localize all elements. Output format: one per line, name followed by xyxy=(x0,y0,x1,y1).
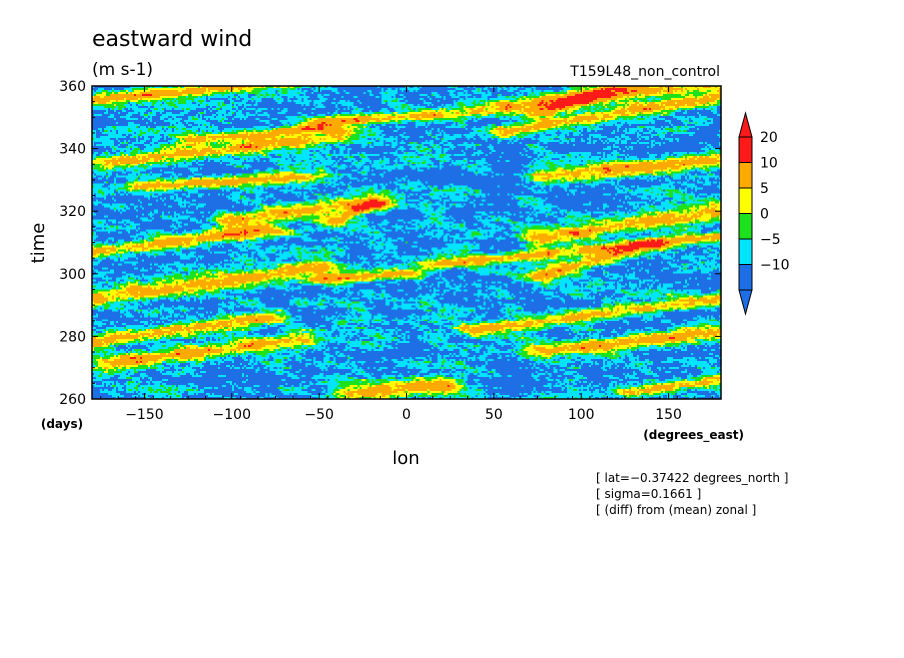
colorbar-label: −5 xyxy=(760,232,781,248)
colorbar-label: −10 xyxy=(760,258,790,274)
x-tick-label: 100 xyxy=(568,407,595,423)
y-tick-label: 280 xyxy=(59,329,86,345)
colorbar-label: 5 xyxy=(760,181,769,197)
y-tick-label: 360 xyxy=(59,79,86,95)
colorbar-bottom-arrow xyxy=(738,289,753,316)
y-tick-label: 300 xyxy=(59,267,86,283)
chart-title: eastward wind xyxy=(92,27,252,52)
y-tick-label: 320 xyxy=(59,204,86,220)
colorbar-label: 10 xyxy=(760,156,778,172)
x-tick-label: −150 xyxy=(125,407,163,423)
x-axis-unit: (degrees_east) xyxy=(643,428,744,443)
x-tick-label: 150 xyxy=(655,407,682,423)
x-tick-label: −100 xyxy=(213,407,251,423)
heatmap-field xyxy=(92,86,721,399)
x-axis-label: lon xyxy=(392,448,419,469)
colorbar-segment xyxy=(738,136,753,163)
note-diff: [ (diff) from (mean) zonal ] xyxy=(596,503,756,517)
plot-area xyxy=(91,85,722,400)
colorbar: 20 10 5 0 −5 −10 xyxy=(738,111,790,316)
colorbar-segment xyxy=(738,238,753,265)
y-axis-ticks: 260 280 300 320 340 360 xyxy=(59,79,721,408)
experiment-label: T159L48_non_control xyxy=(569,64,720,80)
y-axis-label: time xyxy=(28,223,49,264)
colorbar-label: 0 xyxy=(760,207,769,223)
y-axis-unit: (days) xyxy=(41,417,83,431)
y-tick-label: 340 xyxy=(59,142,86,158)
colorbar-segment xyxy=(738,213,753,240)
x-tick-label: 50 xyxy=(485,407,503,423)
colorbar-segment xyxy=(738,162,753,189)
x-tick-label: −50 xyxy=(304,407,334,423)
note-latitude: [ lat=−0.37422 degrees_north ] xyxy=(596,471,788,485)
colorbar-top-arrow xyxy=(738,111,753,138)
colorbar-segment xyxy=(738,264,753,291)
chart-units: (m s-1) xyxy=(92,60,153,80)
y-tick-label: 260 xyxy=(59,392,86,408)
x-tick-label: 0 xyxy=(402,407,411,423)
colorbar-segment xyxy=(738,187,753,214)
x-axis-ticks: −150 −100 −50 0 50 100 150 xyxy=(100,86,713,423)
note-sigma: [ sigma=0.1661 ] xyxy=(596,487,701,501)
colorbar-label: 20 xyxy=(760,130,778,146)
